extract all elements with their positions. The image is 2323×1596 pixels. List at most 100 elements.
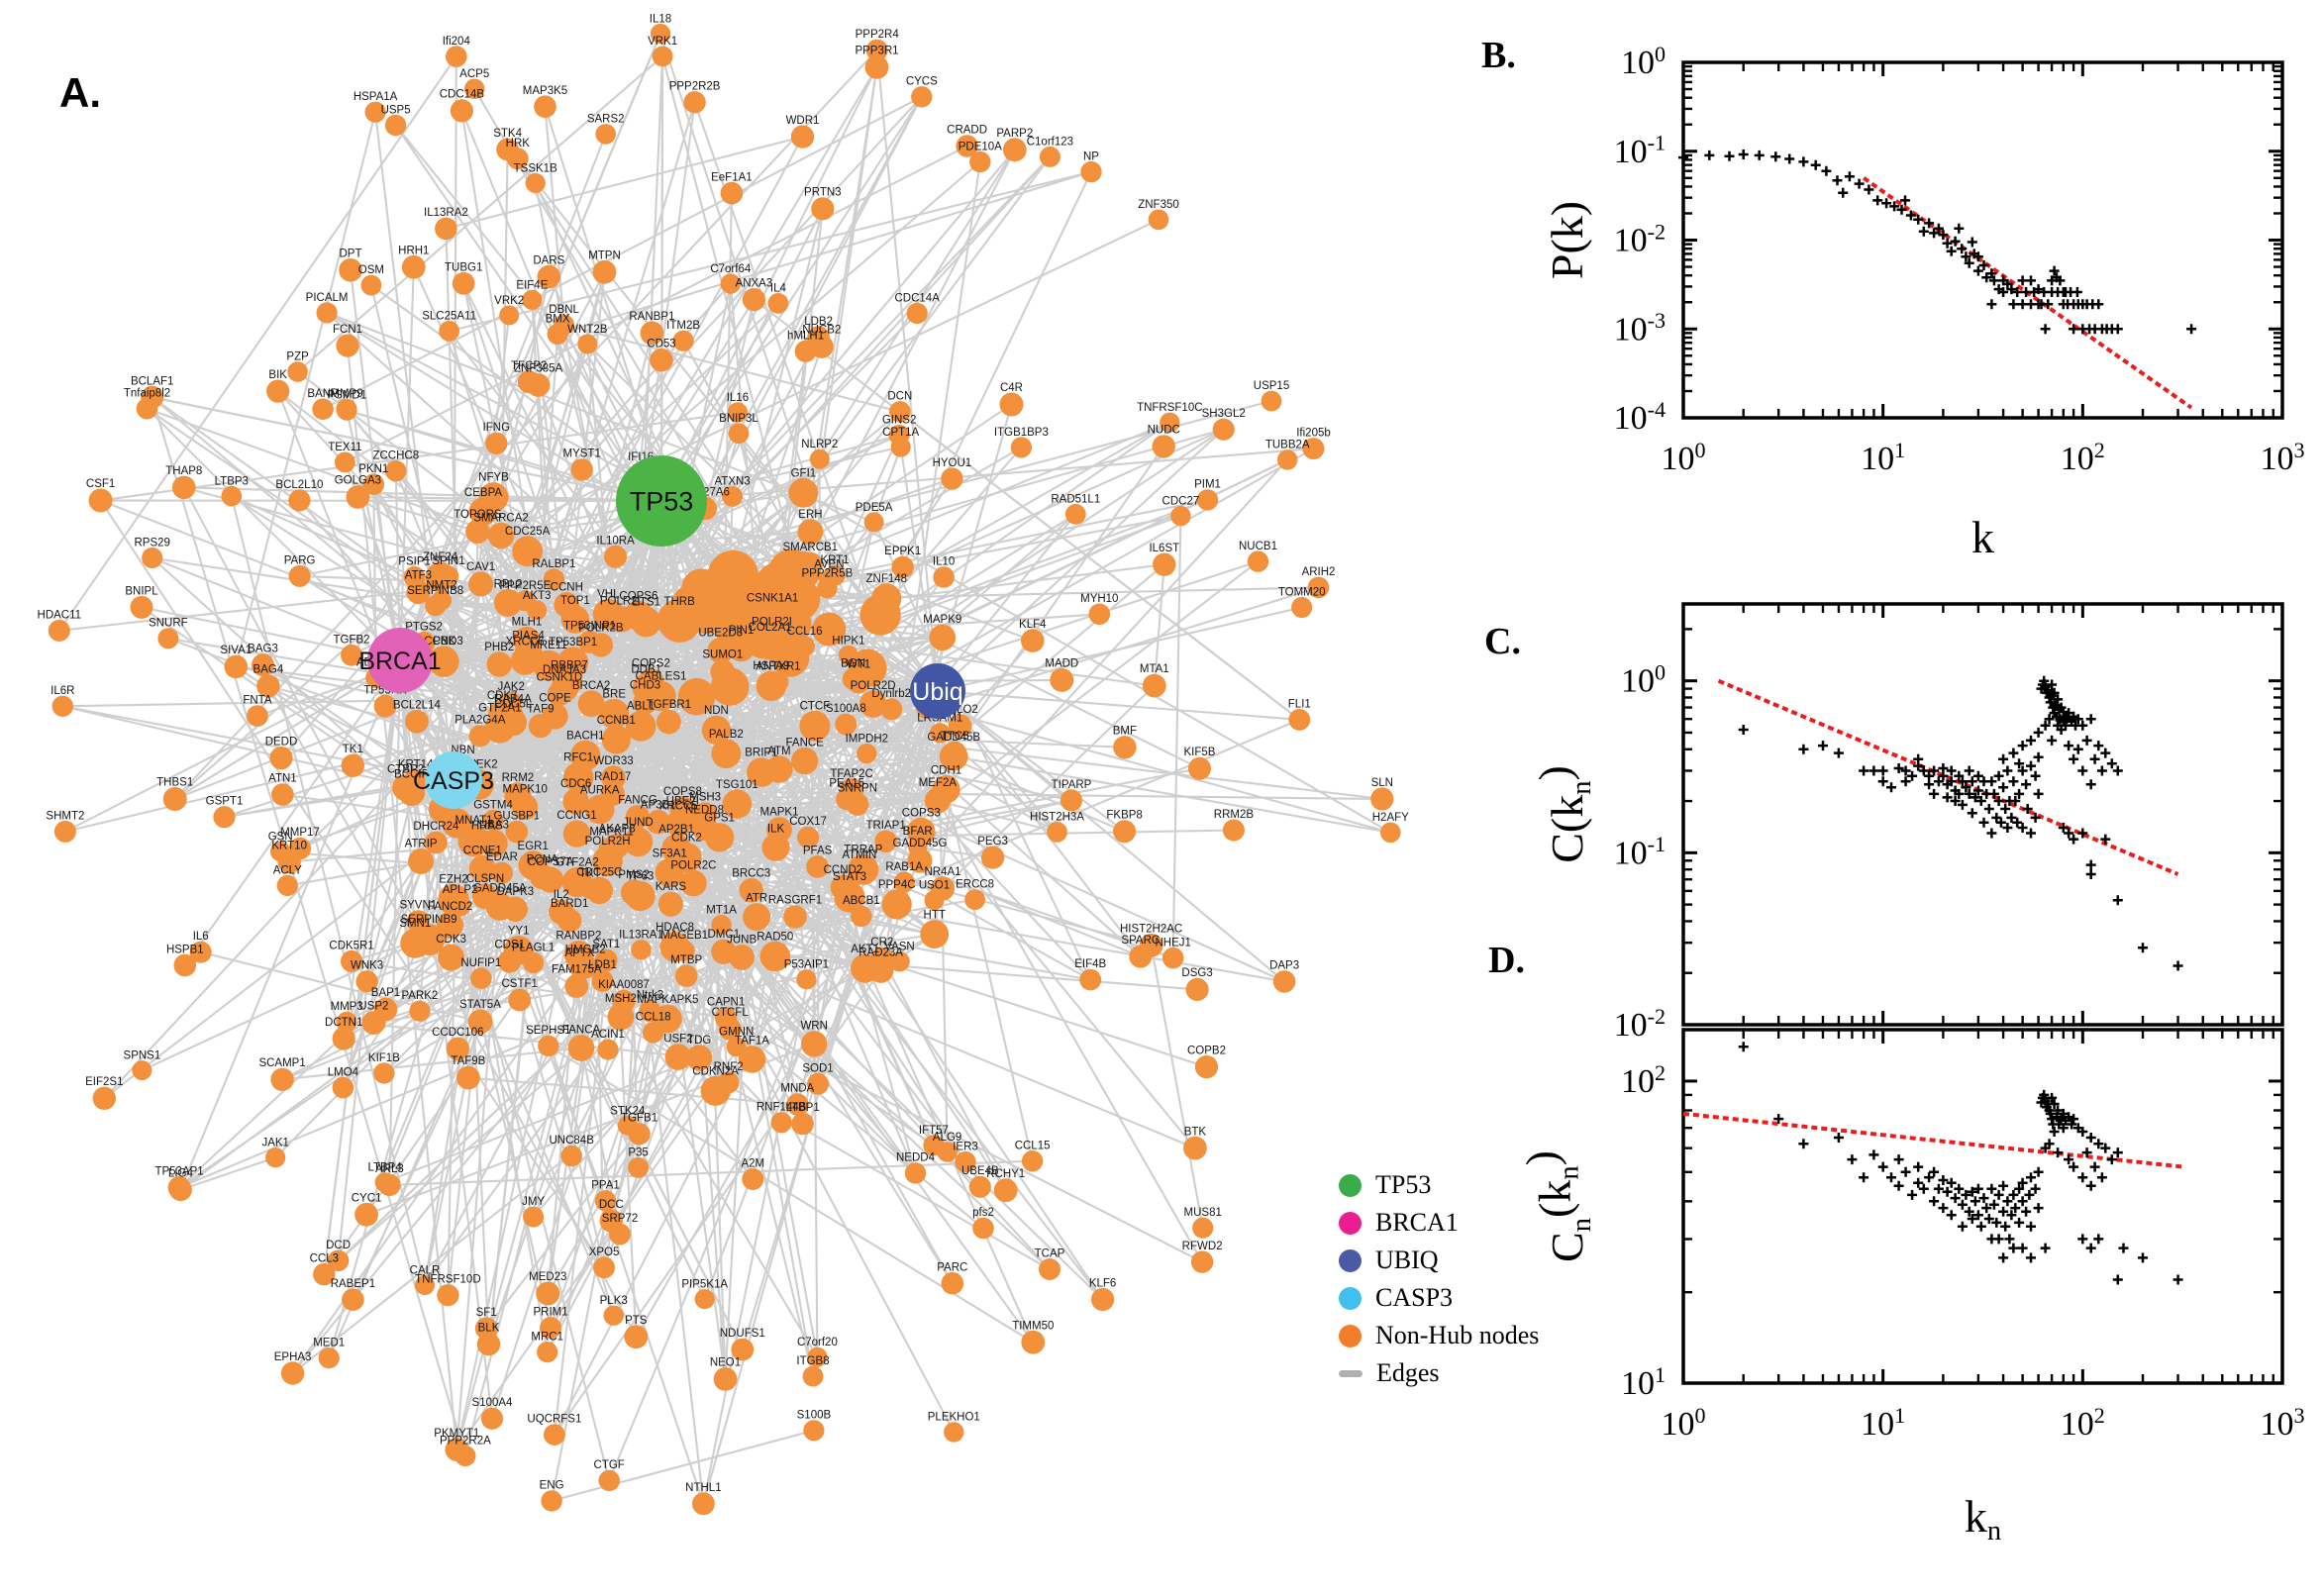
- node-label: C4R: [1000, 382, 1023, 394]
- network-node: [657, 891, 684, 917]
- node-label: KRT14: [398, 758, 434, 770]
- node-label: KLF6: [1089, 1277, 1117, 1289]
- node-label: PTS: [625, 1315, 648, 1327]
- node-label: GSPT1: [206, 796, 244, 808]
- network-node: [592, 259, 617, 284]
- node-label: PDE10A: [959, 141, 1002, 152]
- node-label: PPP2R5B: [802, 568, 854, 580]
- network-node: [265, 1147, 286, 1168]
- node-label: TOPORS: [454, 509, 502, 521]
- node-label: SLC25A11: [422, 311, 476, 323]
- node-label: SMARCB1: [782, 542, 838, 553]
- network-node: [1192, 1217, 1214, 1239]
- node-label: NTHL1: [685, 1482, 721, 1494]
- node-label: EZH2: [439, 873, 467, 885]
- network-node: [549, 899, 574, 925]
- network-edge: [579, 793, 614, 1048]
- network-node: [835, 713, 858, 736]
- network-node: [1188, 756, 1211, 780]
- network-node: [783, 905, 807, 929]
- fit-line: [1717, 678, 2179, 876]
- node-label: ARL3: [375, 1163, 404, 1175]
- network-node: [652, 46, 673, 67]
- node-label: ILK: [767, 823, 785, 835]
- node-label: STAT5A: [459, 999, 501, 1011]
- node-label: MAPK9: [923, 614, 961, 626]
- node-label: CYCS: [906, 76, 938, 88]
- node-label: THAP8: [165, 465, 202, 477]
- network-node: [435, 217, 457, 241]
- network-node: [889, 401, 911, 423]
- hub-label-casp3: CASP3: [413, 767, 494, 795]
- node-label: POLR2B: [578, 623, 624, 635]
- network-node: [625, 881, 656, 912]
- node-label: IL13RA2: [424, 207, 468, 219]
- node-label: CCNG1: [556, 810, 596, 822]
- network-node: [731, 1338, 755, 1361]
- node-label: MMP17: [280, 827, 320, 839]
- node-label: P53AIP1: [784, 959, 829, 971]
- node-label: NUFIP1: [460, 957, 501, 969]
- node-label: BARD1: [551, 898, 588, 910]
- network-node: [650, 23, 671, 45]
- network-node: [508, 988, 532, 1012]
- node-label: AVEN: [814, 559, 844, 571]
- network-node: [518, 850, 548, 880]
- network-node: [136, 397, 158, 420]
- node-label: ATM: [767, 746, 790, 757]
- node-label: SERPINB9: [401, 914, 457, 926]
- network-node: [332, 1076, 354, 1099]
- network-node: [132, 1060, 152, 1081]
- node-label: H2AFY: [1372, 812, 1409, 824]
- network-node: [517, 370, 541, 394]
- network-node: [625, 710, 656, 742]
- panel-c-plot: 100 10-1 10-2 C(kn​): [1529, 602, 2284, 1044]
- network-node: [1113, 820, 1137, 844]
- network-node: [941, 1271, 964, 1295]
- network-node: [336, 1011, 357, 1033]
- network-edge: [542, 875, 1196, 1149]
- legend-label: Non-Hub nodes: [1375, 1321, 1540, 1349]
- node-label: ACLY: [273, 864, 303, 876]
- network-node: [770, 1112, 792, 1134]
- y-tick-label: 10-2: [1614, 1004, 1666, 1040]
- node-label: UBE2D3: [698, 627, 743, 639]
- node-label: NUDC: [1148, 425, 1180, 437]
- node-label: COPS3: [902, 808, 941, 820]
- network-node: [969, 150, 991, 173]
- network-edge: [686, 856, 863, 871]
- node-label: SMARCA2: [473, 512, 529, 524]
- node-label: NUCB1: [1239, 541, 1277, 552]
- network-node: [256, 674, 280, 698]
- network-node: [693, 802, 718, 827]
- network-node: [482, 809, 504, 832]
- x-axis-title: k: [1971, 512, 1994, 562]
- network-node: [221, 485, 243, 507]
- network-node: [625, 805, 651, 830]
- node-label: IER3: [953, 1141, 978, 1152]
- node-label: MUS81: [1184, 1207, 1222, 1219]
- network-node: [327, 1249, 350, 1272]
- node-label: SUMO1: [702, 649, 743, 661]
- network-node: [650, 348, 673, 372]
- network-node: [929, 624, 957, 651]
- node-label: CDC14A: [895, 292, 941, 304]
- network-node: [1307, 576, 1330, 599]
- network-node: [512, 536, 543, 567]
- network-node: [551, 674, 578, 702]
- network-node: [409, 1000, 431, 1022]
- network-edge: [872, 521, 1092, 981]
- network-edge: [180, 1156, 276, 1191]
- network-node: [403, 566, 426, 588]
- node-label: HSPB1: [166, 944, 204, 955]
- network-node: [486, 651, 512, 677]
- node-label: IL13RA1: [619, 930, 663, 942]
- plot-box: [1681, 1028, 2284, 1385]
- node-label: MRC1: [531, 1331, 563, 1343]
- node-label: PDE5A: [856, 502, 893, 514]
- network-node: [336, 398, 357, 420]
- network-node: [1196, 489, 1219, 511]
- network-node: [717, 1071, 740, 1094]
- network-node: [1302, 438, 1325, 460]
- node-label: HIST2H3A: [1030, 812, 1084, 824]
